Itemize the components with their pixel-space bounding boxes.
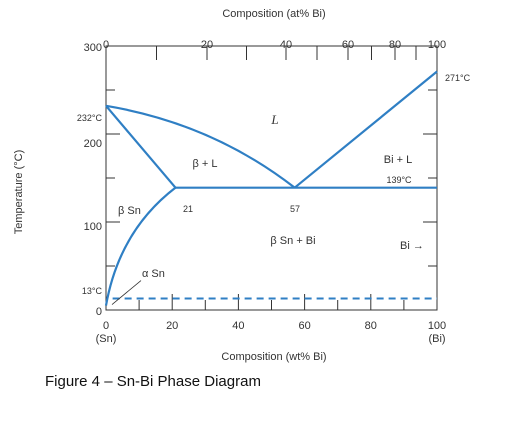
top-tick-label: 20 (201, 39, 213, 51)
phase-label-beta-sn-plus-bi: β Sn + Bi (270, 235, 315, 247)
bottom-tick-label: 40 (232, 320, 244, 332)
y-tick-label-232: 232°C (77, 113, 103, 123)
top-tick-label: 40 (280, 39, 292, 51)
phase-label-beta-plus-l: β + L (193, 158, 218, 170)
bottom-tick-label: 60 (298, 320, 310, 332)
alpha-sn-leader-line (111, 280, 142, 305)
bottom-end-label-bi: (Bi) (428, 333, 445, 345)
bottom-end-label-sn: (Sn) (96, 333, 117, 345)
bottom-tick-label: 100 (428, 320, 446, 332)
eutectic-temperature-label: 139°C (386, 175, 412, 185)
bottom-tick-label: 80 (365, 320, 377, 332)
bottom-tick-label: 20 (166, 320, 178, 332)
y-tick-label-13: 13°C (82, 286, 103, 296)
solvus-line (104, 186, 177, 306)
phase-label-beta-sn: β Sn (118, 205, 141, 217)
liquidus-bi-side (293, 70, 438, 189)
y-tick-label-200: 200 (84, 138, 102, 150)
top-axis-title: Composition (at% Bi) (222, 8, 325, 20)
phase-label-liquid: L (270, 112, 278, 127)
phase-label-alpha-sn: α Sn (142, 268, 165, 280)
solidus-line (105, 105, 177, 189)
figure-caption: Figure 4 – Sn-Bi Phase Diagram (45, 373, 261, 390)
phase-boundaries (104, 70, 438, 306)
tick-marks (106, 46, 437, 310)
top-tick-label: 60 (342, 39, 354, 51)
label-271: 271°C (445, 73, 471, 83)
y-tick-label-100: 100 (84, 221, 102, 233)
phase-label-bi-arrow: Bi → (400, 240, 424, 252)
phase-label-bi-plus-l: Bi + L (384, 154, 412, 166)
eutectic-composition-label: 57 (290, 204, 300, 214)
top-tick-label: 0 (103, 39, 109, 51)
top-tick-label: 100 (428, 39, 446, 51)
y-tick-label-300: 300 (84, 42, 102, 54)
y-tick-label-0: 0 (96, 306, 102, 318)
top-tick-label: 80 (389, 39, 401, 51)
y-axis-title: Temperature (°C) (13, 150, 25, 234)
solubility-limit-label: 21 (183, 204, 193, 214)
liquidus-sn-side (105, 104, 296, 189)
bottom-axis-title: Composition (wt% Bi) (221, 351, 326, 363)
bottom-tick-label: 0 (103, 320, 109, 332)
